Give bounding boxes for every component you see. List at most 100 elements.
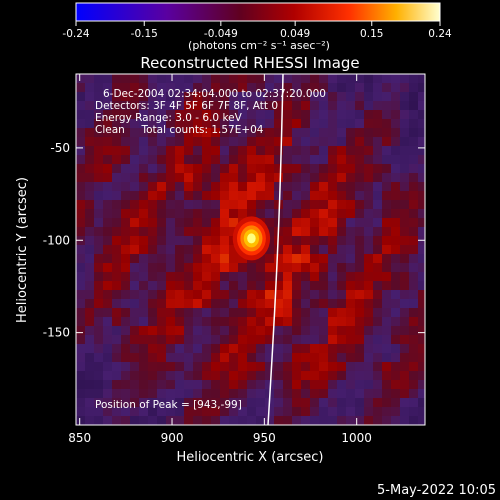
heatmap-cell	[139, 425, 149, 435]
heatmap-cell	[400, 407, 410, 417]
heatmap-cell	[103, 119, 113, 129]
heatmap-cell	[346, 227, 356, 237]
heatmap-cell	[139, 407, 149, 417]
heatmap-cell	[391, 173, 401, 183]
heatmap-cell	[184, 308, 194, 318]
heatmap-cell	[418, 101, 425, 111]
peak-source-contour	[247, 233, 256, 244]
heatmap-cell	[328, 236, 338, 246]
heatmap-cell	[391, 119, 401, 129]
heatmap-cell	[220, 155, 230, 165]
heatmap-cell	[103, 83, 113, 93]
heatmap-cell	[130, 263, 140, 273]
heatmap-cell	[229, 83, 239, 93]
heatmap-cell	[112, 101, 122, 111]
heatmap-cell	[148, 227, 158, 237]
heatmap-cell	[373, 83, 383, 93]
heatmap-cell	[346, 290, 356, 300]
heatmap-cell	[103, 335, 113, 345]
heatmap-cell	[319, 425, 329, 435]
heatmap-cell	[265, 326, 275, 336]
heatmap-cell	[229, 425, 239, 435]
heatmap-cell	[265, 137, 275, 147]
heatmap-cell	[166, 128, 176, 138]
heatmap-cell	[256, 254, 266, 264]
heatmap-cell	[130, 236, 140, 246]
heatmap-cell	[265, 101, 275, 111]
heatmap-cell	[175, 83, 185, 93]
heatmap-cell	[409, 110, 419, 120]
heatmap-cell	[391, 335, 401, 345]
heatmap-cell	[85, 200, 95, 210]
heatmap-cell	[121, 398, 131, 408]
heatmap-cell	[220, 380, 230, 390]
heatmap-cell	[211, 353, 221, 363]
heatmap-cell	[400, 191, 410, 201]
heatmap-cell	[310, 74, 320, 84]
heatmap-cell	[112, 335, 122, 345]
colorbar-tick-label: 0.15	[360, 28, 383, 40]
heatmap-cell	[292, 164, 302, 174]
heatmap-cell	[85, 173, 95, 183]
heatmap-cell	[211, 92, 221, 102]
heatmap-cell	[310, 245, 320, 255]
heatmap-cell	[247, 128, 257, 138]
heatmap-cell	[292, 200, 302, 210]
heatmap-cell	[310, 290, 320, 300]
heatmap-cell	[319, 74, 329, 84]
heatmap-cell	[256, 119, 266, 129]
heatmap-cell	[112, 398, 122, 408]
heatmap-cell	[121, 74, 131, 84]
heatmap-cell	[355, 281, 365, 291]
heatmap-cell	[427, 200, 437, 210]
heatmap-cell	[319, 173, 329, 183]
heatmap-cell	[166, 272, 176, 282]
heatmap-cell	[328, 371, 338, 381]
heatmap-cell	[346, 398, 356, 408]
heatmap-cell	[238, 389, 248, 399]
heatmap-cell	[274, 146, 284, 156]
heatmap-cell	[130, 200, 140, 210]
heatmap-cell	[283, 128, 293, 138]
heatmap-cell	[265, 290, 275, 300]
heatmap-cell	[265, 182, 275, 192]
heatmap-cell	[337, 290, 347, 300]
heatmap-cell	[202, 263, 212, 273]
heatmap-cell	[76, 344, 86, 354]
heatmap-cell	[346, 209, 356, 219]
heatmap-cell	[364, 317, 374, 327]
heatmap-cell	[157, 74, 167, 84]
heatmap-cell	[85, 272, 95, 282]
heatmap-cell	[283, 416, 293, 425]
heatmap-cell	[229, 299, 239, 309]
heatmap-cell	[211, 227, 221, 237]
heatmap-cell	[355, 227, 365, 237]
heatmap-cell	[193, 416, 203, 425]
heatmap-cell	[76, 407, 86, 417]
heatmap-cell	[139, 353, 149, 363]
heatmap-cell	[157, 344, 167, 354]
heatmap-cell	[103, 299, 113, 309]
heatmap-cell	[328, 119, 338, 129]
heatmap-cell	[400, 137, 410, 147]
heatmap-cell	[382, 308, 392, 318]
heatmap-cell	[355, 254, 365, 264]
heatmap-cell	[130, 209, 140, 219]
heatmap-cell	[310, 407, 320, 417]
heatmap-cell	[238, 119, 248, 129]
heatmap-cell	[400, 146, 410, 156]
heatmap-cell	[202, 398, 212, 408]
heatmap-cell	[319, 137, 329, 147]
heatmap-cell	[364, 353, 374, 363]
heatmap-cell	[400, 92, 410, 102]
heatmap-cell	[112, 200, 122, 210]
heatmap-cell	[310, 371, 320, 381]
heatmap-cell	[220, 191, 230, 201]
heatmap-cell	[166, 173, 176, 183]
heatmap-cell	[427, 254, 437, 264]
heatmap-cell	[94, 101, 104, 111]
heatmap-cell	[76, 83, 86, 93]
heatmap-cell	[337, 353, 347, 363]
heatmap-cell	[364, 407, 374, 417]
heatmap-cell	[184, 137, 194, 147]
